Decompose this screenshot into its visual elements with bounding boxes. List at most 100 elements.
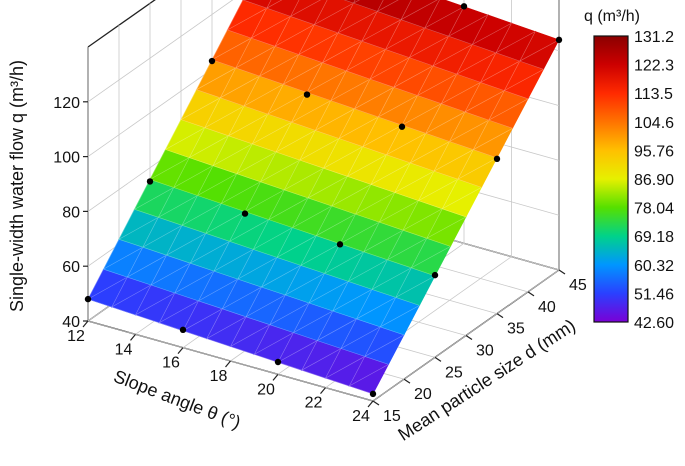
mesh-line [237,257,278,280]
mesh-line [212,135,237,174]
mesh-line [189,135,229,158]
surface-cell [400,0,438,21]
mesh-line [378,95,418,118]
mesh-line [282,54,308,93]
mesh-line [196,67,236,90]
mesh-line [196,59,221,99]
mesh-line [220,173,246,212]
mesh-line [314,2,354,25]
mesh-line [386,133,426,156]
mesh-line [364,326,389,365]
mesh-line [348,259,388,282]
data-point [336,241,344,248]
mesh-line [198,270,223,310]
colorbar [593,35,629,323]
colorbar-label: 113.5 [634,86,673,103]
mesh-line [275,130,316,153]
mesh-line [457,157,498,180]
mesh-line [519,31,544,70]
mesh-line [464,82,489,121]
mesh-line [387,230,412,269]
z-tick-label: 120 [53,95,80,112]
x-tick-mark [82,320,89,328]
mesh-line [211,37,252,61]
mesh-line [204,105,245,128]
mesh-line [149,157,190,180]
mesh-line [118,209,143,248]
mesh-line [369,49,394,88]
data-point [369,390,377,398]
mesh-line [236,143,261,183]
mesh-line [118,217,159,240]
mesh-line [456,44,481,83]
mesh-line [150,262,191,286]
mesh-line [411,246,451,269]
mesh-line [180,97,221,120]
mesh-line [379,200,419,223]
y-tick-label: 30 [476,343,494,360]
mesh-line [291,92,316,131]
mesh-line [322,40,362,63]
mesh-line [472,22,512,45]
mesh-line [269,302,310,325]
mesh-line [252,121,292,145]
mesh-line [322,32,347,72]
mesh-line [379,297,405,336]
x-tick-label: 20 [257,381,275,398]
mesh-line [495,31,536,54]
mesh-line [261,257,286,296]
mesh-line [343,0,354,4]
mesh-line [355,192,395,215]
surface-cell [343,0,356,4]
tick-labels: 40 60 80 100 120 12 14 16 18 20 22 24 15 20 25 30 35 40 45 [53,95,587,425]
mesh-line [440,73,466,113]
mesh-line [424,0,449,37]
mesh-line [316,213,356,236]
mesh-line [362,124,403,147]
mesh-line [349,364,389,387]
mesh-line [363,229,404,253]
data-point [555,36,563,44]
mesh-line [332,281,357,320]
mesh-line [227,0,252,39]
mesh-line [308,281,349,304]
mesh-line [314,100,340,139]
mesh-line [275,122,300,161]
mesh-line [198,278,238,302]
mesh-line [331,184,372,207]
mesh-line [504,69,544,91]
surface-cell [447,6,489,37]
mesh-line [292,197,317,236]
mesh-line [219,67,245,107]
mesh-line [401,103,442,126]
mesh-line [471,14,497,54]
y-axis-title: Mean particle size d (mm) [394,315,579,445]
mesh-line [174,263,199,302]
mesh-line [142,225,183,248]
mesh-line [285,273,325,296]
data-point [493,155,501,163]
z-tick-label: 60 [62,259,80,276]
mesh-line [157,187,183,226]
mesh-line [242,0,267,9]
mesh-line [283,62,323,85]
mesh-line [284,167,324,191]
surface-cell [289,0,322,18]
mesh-line [235,37,260,77]
x-tick-label: 18 [210,368,228,385]
data-point [146,178,154,185]
y-tick-label: 20 [414,386,432,403]
data-points [84,3,563,398]
colorbar-label: 86.90 [634,172,674,189]
mesh-line [417,73,457,96]
mesh-line [228,105,253,145]
mesh-line [182,308,223,331]
mesh-line [126,247,152,286]
mesh-line [385,27,425,50]
mesh-line [276,227,301,266]
data-point [460,3,468,10]
colorbar-label: 122.3 [634,58,674,75]
mesh-line [410,238,436,277]
mesh-line [393,57,418,96]
y-tick-label: 15 [383,408,401,425]
